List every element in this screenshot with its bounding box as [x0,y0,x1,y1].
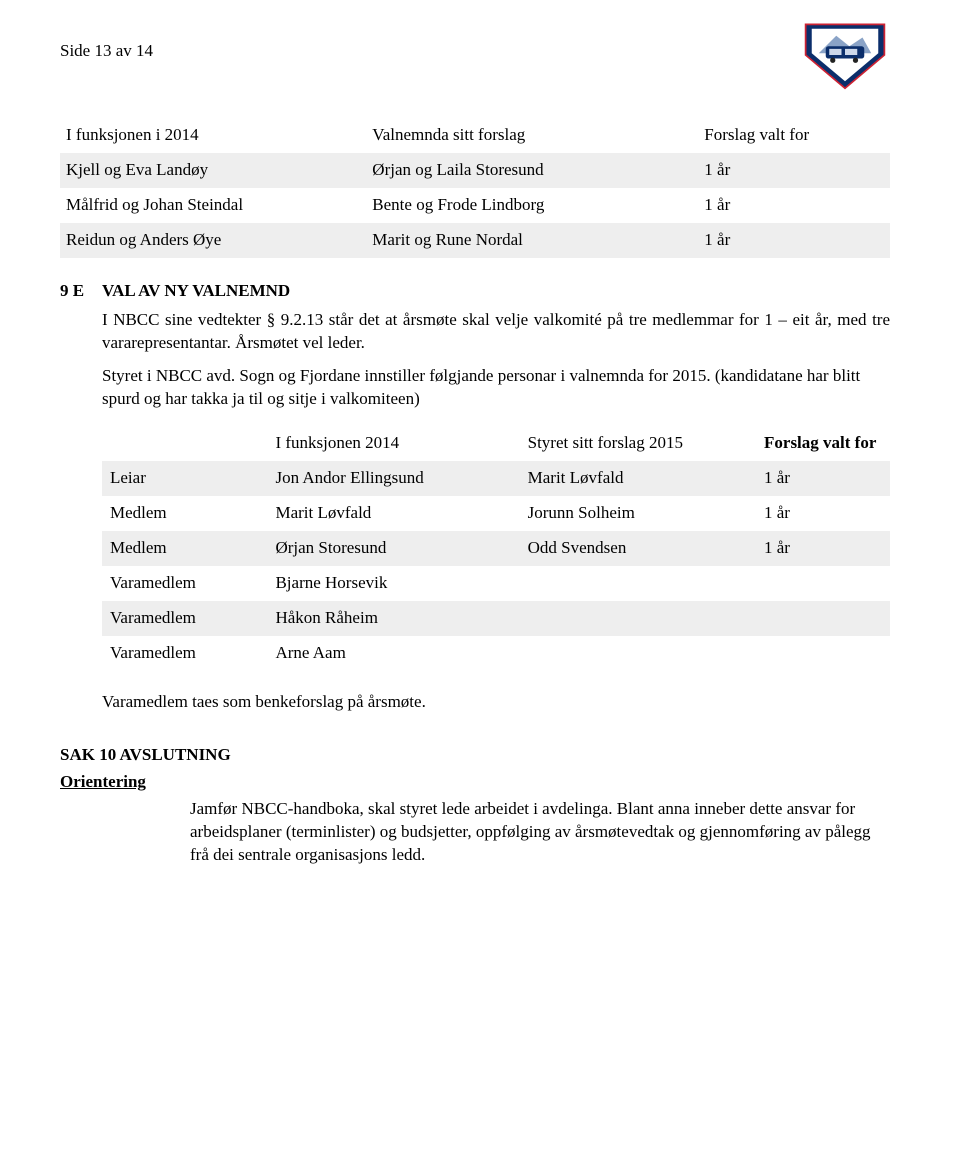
sak10-heading: SAK 10 AVSLUTNING [60,744,890,767]
cell: 1 år [698,153,890,188]
cell [756,636,890,671]
cell [756,566,890,601]
cell [520,566,756,601]
para-vedtekter: I NBCC sine vedtekter § 9.2.13 står det … [102,309,890,355]
th-forslag-valt-for: Forslag valt for [756,426,890,461]
table-header-row: I funksjonen 2014 Styret sitt forslag 20… [102,426,890,461]
cell-role: Medlem [102,531,267,566]
cell: Jorunn Solheim [520,496,756,531]
table-row: Leiar Jon Andor Ellingsund Marit Løvfald… [102,461,890,496]
page-header: Side 13 av 14 [60,40,890,90]
table-row: Varamedlem Bjarne Horsevik [102,566,890,601]
bench-note: Varamedlem taes som benkeforslag på årsm… [102,691,890,714]
table-styret-forslag: I funksjonen 2014 Styret sitt forslag 20… [102,426,890,671]
cell: Ørjan Storesund [267,531,519,566]
cell: Kjell og Eva Landøy [60,153,366,188]
cell: Bjarne Horsevik [267,566,519,601]
cell: Marit og Rune Nordal [366,223,698,258]
th-funksjon-2014: I funksjonen i 2014 [60,118,366,153]
cell: 1 år [698,223,890,258]
cell-role: Leiar [102,461,267,496]
sak10-body: Jamfør NBCC-handboka, skal styret lede a… [190,798,880,867]
table-row: Medlem Ørjan Storesund Odd Svendsen 1 år [102,531,890,566]
cell: Arne Aam [267,636,519,671]
table-valnemnda-forslag: I funksjonen i 2014 Valnemnda sitt forsl… [60,118,890,258]
cell: Marit Løvfald [267,496,519,531]
section-label-9e: 9 E [60,280,94,303]
table-row: Medlem Marit Løvfald Jorunn Solheim 1 år [102,496,890,531]
cell: Bente og Frode Lindborg [366,188,698,223]
cell: 1 år [756,461,890,496]
cell: 1 år [756,496,890,531]
section-title-valnemnd: VAL AV NY VALNEMND [102,280,290,303]
table-row: Målfrid og Johan Steindal Bente og Frode… [60,188,890,223]
cell: Reidun og Anders Øye [60,223,366,258]
cell [756,601,890,636]
club-logo [800,20,890,90]
table-row: Reidun og Anders Øye Marit og Rune Norda… [60,223,890,258]
cell: 1 år [698,188,890,223]
cell-role: Varamedlem [102,566,267,601]
th-blank [102,426,267,461]
cell: Målfrid og Johan Steindal [60,188,366,223]
cell-role: Varamedlem [102,601,267,636]
table-row: Varamedlem Arne Aam [102,636,890,671]
th-forslag-valt-for: Forslag valt for [698,118,890,153]
table-row: Kjell og Eva Landøy Ørjan og Laila Store… [60,153,890,188]
section-9e-heading: 9 E VAL AV NY VALNEMND [60,280,890,303]
cell-role: Varamedlem [102,636,267,671]
cell [520,601,756,636]
cell: Håkon Råheim [267,601,519,636]
cell [520,636,756,671]
table-header-row: I funksjonen i 2014 Valnemnda sitt forsl… [60,118,890,153]
cell: 1 år [756,531,890,566]
sak10-subheading: Orientering [60,771,890,794]
cell: Ørjan og Laila Storesund [366,153,698,188]
cell: Odd Svendsen [520,531,756,566]
para-innstilling: Styret i NBCC avd. Sogn og Fjordane inns… [102,365,890,411]
page-number: Side 13 av 14 [60,40,153,63]
th-styret-forslag-2015: Styret sitt forslag 2015 [520,426,756,461]
th-valnemnda-forslag: Valnemnda sitt forslag [366,118,698,153]
cell: Jon Andor Ellingsund [267,461,519,496]
cell-role: Medlem [102,496,267,531]
cell: Marit Løvfald [520,461,756,496]
table-row: Varamedlem Håkon Råheim [102,601,890,636]
th-funksjon-2014: I funksjonen 2014 [267,426,519,461]
